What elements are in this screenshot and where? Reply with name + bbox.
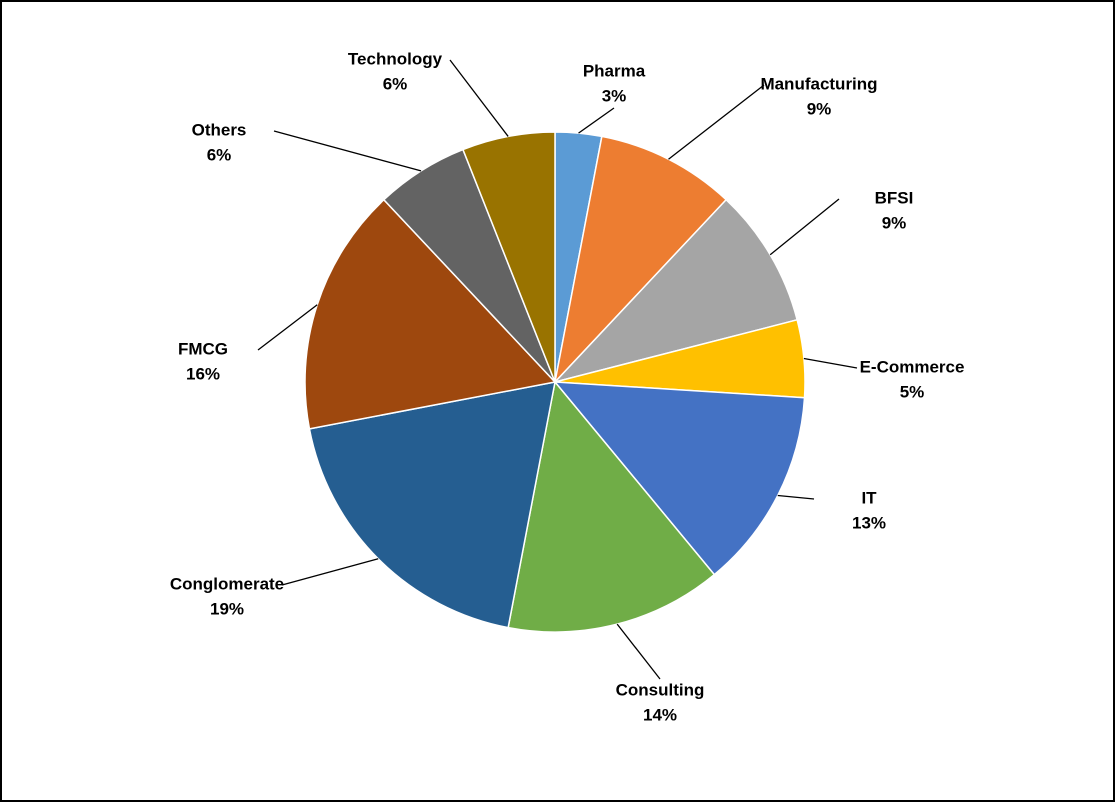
slice-category-label: BFSI	[875, 188, 914, 207]
slice-value-label: 5%	[900, 382, 925, 401]
slice-value-label: 19%	[210, 599, 244, 618]
pie-slice	[507, 380, 716, 633]
pie-slice	[553, 135, 728, 385]
slice-value-label: 6%	[207, 145, 232, 164]
leader-line	[777, 494, 815, 500]
slice-category-label: Technology	[348, 49, 443, 68]
slice-value-label: 13%	[852, 513, 886, 532]
leader-line	[769, 198, 840, 256]
slice-category-label: IT	[861, 488, 877, 507]
slice-category-label: Manufacturing	[760, 74, 877, 93]
slice-category-label: Consulting	[616, 680, 705, 699]
slice-value-label: 3%	[602, 86, 627, 105]
slice-category-label: Conglomerate	[170, 574, 284, 593]
leader-line	[803, 357, 858, 369]
slice-value-label: 14%	[643, 705, 677, 724]
slice-category-label: E-Commerce	[860, 357, 965, 376]
pie-slice	[552, 198, 799, 384]
slice-value-label: 9%	[807, 99, 832, 118]
slice-value-label: 16%	[186, 364, 220, 383]
leader-line	[257, 304, 318, 351]
pie-slice	[461, 131, 556, 383]
leader-line	[273, 130, 422, 172]
leader-line	[616, 623, 661, 680]
leader-line	[668, 84, 765, 160]
slice-value-label: 9%	[882, 213, 907, 232]
pie-slice	[308, 381, 556, 629]
slice-value-label: 6%	[383, 74, 408, 93]
slice-category-label: FMCG	[178, 339, 228, 358]
leader-line	[281, 558, 379, 586]
leader-line	[578, 107, 615, 134]
slice-category-label: Others	[192, 120, 247, 139]
leader-line	[449, 59, 509, 137]
slice-category-label: Pharma	[583, 61, 646, 80]
